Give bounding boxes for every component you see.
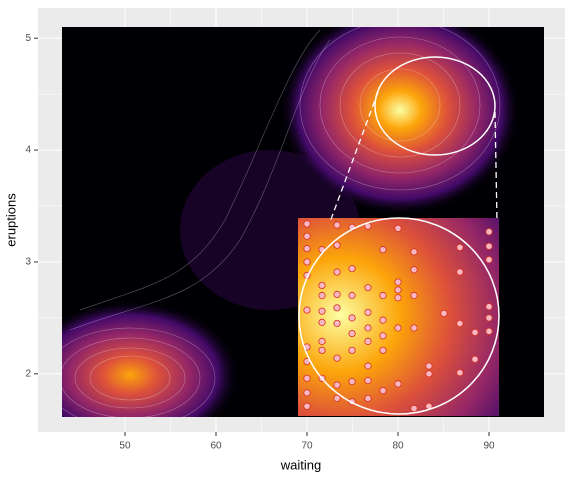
point bbox=[485, 327, 493, 335]
point bbox=[440, 309, 448, 318]
point bbox=[333, 319, 341, 328]
point bbox=[303, 258, 311, 266]
point bbox=[333, 304, 341, 312]
point bbox=[364, 337, 372, 345]
point bbox=[485, 228, 493, 236]
point bbox=[379, 291, 387, 300]
y-tick-label: 5 bbox=[25, 33, 31, 44]
point bbox=[410, 248, 418, 256]
zoom-target bbox=[298, 217, 500, 415]
point bbox=[456, 268, 464, 276]
point bbox=[364, 394, 372, 403]
contours bbox=[62, 27, 501, 417]
point bbox=[471, 355, 479, 363]
zoom-source bbox=[374, 56, 496, 156]
point bbox=[485, 314, 493, 322]
point bbox=[394, 324, 402, 332]
inset-density bbox=[298, 218, 499, 416]
x-tick-label: 80 bbox=[392, 441, 404, 452]
point bbox=[425, 362, 433, 370]
x-tick-label: 60 bbox=[210, 441, 222, 452]
point bbox=[485, 242, 493, 250]
point bbox=[364, 376, 372, 385]
point bbox=[394, 224, 402, 232]
point bbox=[348, 291, 356, 300]
point bbox=[364, 308, 372, 316]
point bbox=[348, 329, 356, 338]
point bbox=[379, 387, 387, 395]
point bbox=[333, 381, 341, 389]
point bbox=[303, 220, 311, 228]
point bbox=[410, 266, 418, 274]
point bbox=[318, 318, 326, 326]
point bbox=[456, 243, 464, 252]
point bbox=[318, 307, 326, 315]
point bbox=[379, 246, 387, 254]
point bbox=[410, 324, 418, 332]
point bbox=[410, 404, 418, 413]
point bbox=[394, 286, 402, 294]
point bbox=[348, 346, 356, 354]
point bbox=[318, 291, 326, 300]
point bbox=[485, 303, 493, 311]
point bbox=[333, 268, 341, 276]
point bbox=[333, 241, 341, 249]
point bbox=[318, 281, 326, 290]
point bbox=[410, 291, 418, 300]
y-tick-label: 4 bbox=[25, 145, 31, 156]
point bbox=[379, 346, 387, 354]
point bbox=[456, 319, 464, 328]
point bbox=[333, 221, 341, 229]
point bbox=[318, 337, 326, 345]
mode bbox=[62, 300, 240, 417]
y-tick-label: 3 bbox=[25, 257, 31, 268]
point bbox=[379, 316, 387, 324]
point bbox=[394, 278, 402, 286]
point bbox=[456, 369, 464, 377]
point bbox=[303, 389, 311, 397]
point bbox=[303, 232, 311, 240]
point bbox=[348, 265, 356, 273]
point bbox=[394, 380, 402, 388]
point bbox=[394, 294, 402, 302]
point bbox=[303, 402, 311, 410]
zoom-link bbox=[329, 91, 379, 223]
point bbox=[303, 244, 311, 253]
zoom-link bbox=[494, 111, 498, 223]
point bbox=[318, 346, 326, 354]
point bbox=[348, 378, 356, 386]
point bbox=[364, 284, 372, 292]
x-tick-label: 70 bbox=[301, 441, 313, 452]
x-axis-title: waiting bbox=[280, 457, 321, 472]
y-axis-title: eruptions bbox=[3, 193, 18, 247]
point bbox=[333, 394, 341, 403]
point bbox=[425, 370, 433, 378]
point bbox=[333, 354, 341, 362]
inset bbox=[298, 218, 499, 416]
point bbox=[364, 324, 372, 332]
point bbox=[364, 362, 372, 370]
x-tick-label: 50 bbox=[119, 441, 131, 452]
x-tick-label: 90 bbox=[483, 441, 495, 452]
point bbox=[471, 328, 479, 337]
mode bbox=[280, 27, 520, 215]
point bbox=[333, 290, 341, 298]
point bbox=[303, 306, 311, 314]
y-tick-label: 2 bbox=[25, 368, 31, 379]
points bbox=[303, 220, 493, 413]
point bbox=[485, 256, 493, 264]
point bbox=[379, 332, 387, 340]
point bbox=[303, 374, 311, 382]
point bbox=[348, 314, 356, 322]
